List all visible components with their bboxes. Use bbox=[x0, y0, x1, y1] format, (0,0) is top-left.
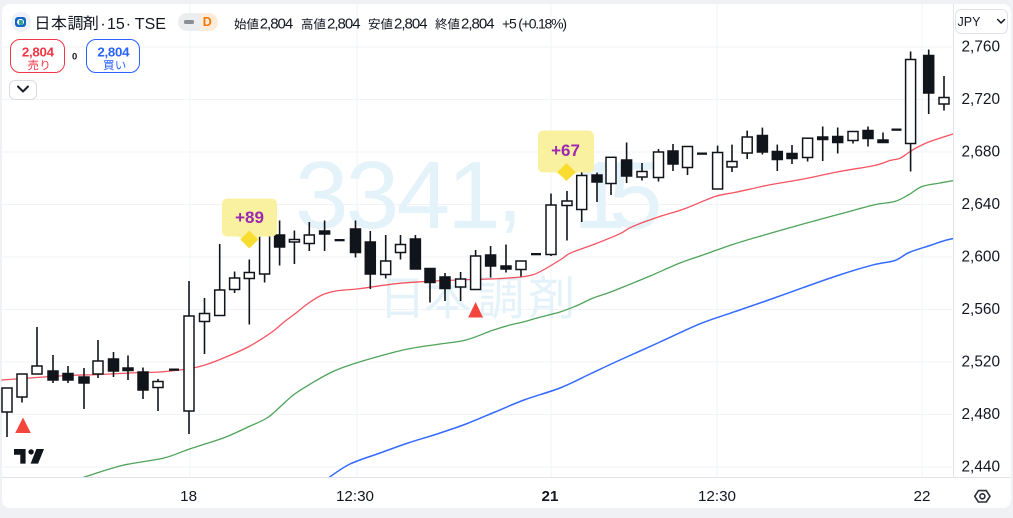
svg-text:15: 15 bbox=[107, 16, 125, 33]
svg-text:18: 18 bbox=[180, 488, 197, 505]
svg-text:2,760: 2,760 bbox=[962, 39, 1001, 56]
svg-text:TSE: TSE bbox=[135, 16, 166, 33]
svg-text:2,804: 2,804 bbox=[327, 16, 360, 33]
svg-text:2,804: 2,804 bbox=[22, 45, 55, 60]
svg-text:2,640: 2,640 bbox=[962, 196, 1001, 213]
svg-text:·: · bbox=[126, 16, 131, 33]
svg-text:0: 0 bbox=[72, 51, 77, 62]
svg-text:2,600: 2,600 bbox=[962, 249, 1001, 266]
svg-text:2,804: 2,804 bbox=[394, 16, 427, 33]
svg-text:2,440: 2,440 bbox=[962, 458, 1001, 475]
svg-text:21: 21 bbox=[542, 488, 559, 505]
svg-text:+89: +89 bbox=[235, 208, 264, 227]
svg-text:2,720: 2,720 bbox=[962, 91, 1001, 108]
svg-text:,: , bbox=[497, 137, 523, 241]
svg-text:2,680: 2,680 bbox=[962, 144, 1001, 161]
svg-text:2,804: 2,804 bbox=[260, 16, 293, 33]
svg-text:2,804: 2,804 bbox=[97, 45, 130, 60]
svg-text:2,480: 2,480 bbox=[962, 406, 1001, 423]
svg-text:2,520: 2,520 bbox=[962, 353, 1001, 370]
svg-text:·: · bbox=[100, 16, 105, 33]
svg-text:2,560: 2,560 bbox=[962, 301, 1001, 318]
svg-text:JPY: JPY bbox=[958, 15, 982, 29]
svg-text:+67: +67 bbox=[551, 141, 580, 160]
svg-text:22: 22 bbox=[914, 488, 931, 505]
svg-text:2,804: 2,804 bbox=[461, 16, 494, 33]
svg-text:12:30: 12:30 bbox=[336, 488, 374, 505]
svg-text:D: D bbox=[203, 15, 212, 29]
svg-text:+5 (+0.18%): +5 (+0.18%) bbox=[502, 16, 566, 32]
svg-text:12:30: 12:30 bbox=[698, 488, 736, 505]
